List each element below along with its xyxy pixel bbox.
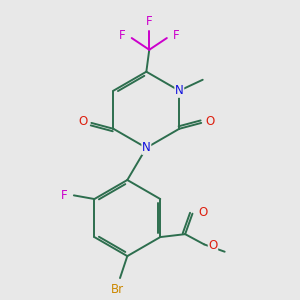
Text: F: F [119,28,125,42]
Text: Br: Br [110,283,124,296]
Text: N: N [175,84,184,97]
Text: N: N [142,141,151,154]
Text: O: O [206,115,214,128]
Text: O: O [208,239,218,252]
Text: F: F [146,15,153,28]
Text: F: F [61,189,68,202]
Text: O: O [78,115,87,128]
Text: F: F [173,28,180,42]
Text: O: O [198,206,207,219]
